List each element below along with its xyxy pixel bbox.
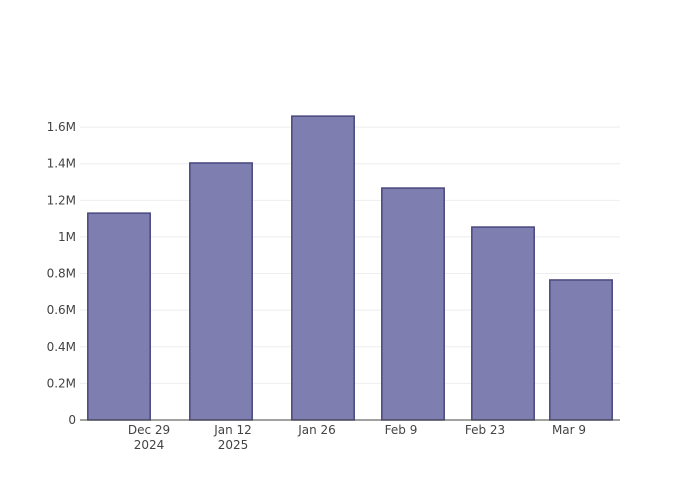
bar [381, 187, 445, 421]
y-tick-label: 1.4M [47, 156, 76, 170]
x-tick-label: Mar 9 [552, 423, 586, 437]
bar [189, 162, 253, 421]
y-tick-label: 0.6M [47, 303, 76, 317]
x-tick-label: Jan 12 2025 [213, 423, 252, 452]
bar [291, 115, 355, 421]
x-tick-label: Feb 9 [385, 423, 418, 437]
bar [87, 212, 151, 421]
x-tick-label: Feb 23 [465, 423, 505, 437]
x-tick-label: Dec 29 2024 [128, 423, 170, 452]
y-tick-label: 0.4M [47, 339, 76, 353]
y-tick-label: 1.2M [47, 193, 76, 207]
bar [549, 279, 613, 421]
y-tick-label: 1.6M [47, 120, 76, 134]
y-tick-label: 0.2M [47, 376, 76, 390]
x-tick-label: Jan 26 [297, 423, 336, 437]
y-tick-label: 0 [68, 413, 76, 427]
bar [471, 226, 535, 421]
y-tick-label: 1M [58, 229, 76, 243]
y-tick-label: 0.8M [47, 266, 76, 280]
